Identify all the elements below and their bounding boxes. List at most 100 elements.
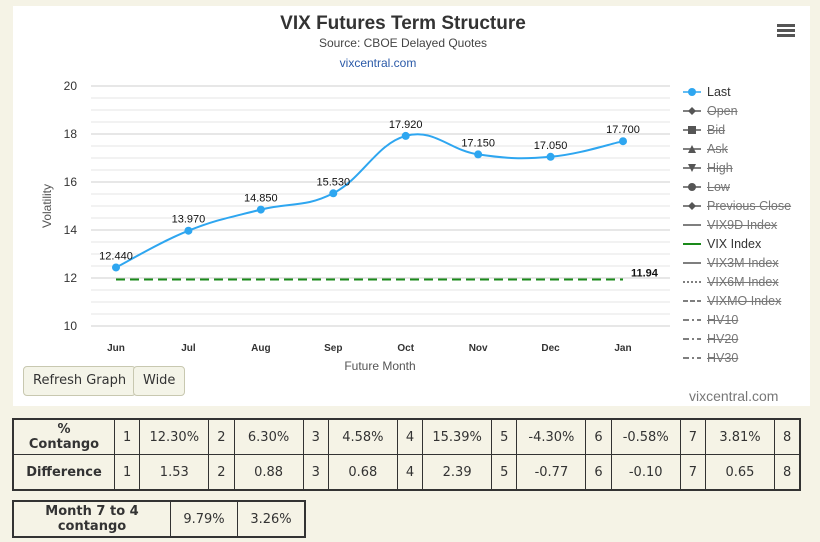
- y-tick-label: 16: [64, 175, 78, 189]
- legend-item-label: Bid: [707, 122, 726, 137]
- x-tick-label: Sep: [324, 343, 342, 354]
- last-series-data-label: 17.920: [389, 119, 423, 131]
- legend-item[interactable]: HV30: [683, 348, 808, 367]
- last-series-line: [115, 133, 624, 269]
- table-cell: 2: [208, 418, 235, 455]
- y-tick-label: 14: [64, 223, 78, 237]
- x-tick-label: Jun: [107, 343, 125, 354]
- last-series-data-label: 17.050: [534, 140, 568, 152]
- table-cell: 9.79%: [170, 500, 238, 538]
- legend-dashdot-icon: [683, 337, 701, 340]
- legend-item-label: VIXMO Index: [707, 293, 782, 308]
- legend-item-label: VIX Index: [707, 236, 762, 251]
- legend-item-label: Previous Close: [707, 198, 792, 213]
- legend-item[interactable]: Last: [683, 82, 808, 101]
- table-cell: 0.65: [704, 454, 775, 491]
- legend-item-label: VIX3M Index: [707, 255, 779, 270]
- legend-circle-icon: [683, 87, 701, 96]
- x-tick-label: Jan: [614, 343, 631, 354]
- hamburger-menu-icon[interactable]: [777, 24, 795, 38]
- table-cell: 4: [396, 418, 424, 455]
- x-axis-title: Future Month: [344, 359, 415, 373]
- table-cell: -4.30%: [516, 418, 587, 455]
- table-cell: 3: [302, 454, 329, 491]
- legend-line-icon: [683, 242, 701, 245]
- legend-item-label: HV20: [707, 331, 739, 346]
- legend-item-label: HV30: [707, 350, 739, 365]
- last-series-point: [619, 137, 627, 146]
- table-cell: 1.53: [139, 454, 210, 491]
- row-header: Month 7 to 4 contango: [12, 500, 171, 538]
- table-row: Difference 1 1.53 2 0.88 3 0.68 4 2.39 5 -0.77 6 -0.…: [12, 454, 801, 491]
- legend-item[interactable]: VIX3M Index: [683, 253, 808, 272]
- legend-item[interactable]: Previous Close: [683, 196, 808, 215]
- legend-circle-icon: [683, 182, 701, 191]
- legend-triangle-icon: [683, 144, 701, 153]
- table-cell: 5: [491, 418, 518, 455]
- last-series-data-label: 17.700: [606, 124, 640, 136]
- last-series-point: [546, 152, 555, 161]
- legend-square-icon: [683, 125, 701, 134]
- table-cell: 12.30%: [139, 418, 210, 455]
- chart-title: VIX Futures Term Structure: [280, 13, 526, 34]
- legend-item[interactable]: VIX Index: [683, 234, 808, 253]
- x-tick-label: Oct: [397, 343, 414, 354]
- table-cell: 7: [679, 454, 706, 491]
- table-cell: 4.58%: [327, 418, 398, 455]
- last-series-point: [184, 226, 193, 235]
- x-tick-label: Jul: [181, 343, 196, 354]
- table-cell: 15.39%: [422, 418, 493, 455]
- table-cell: -0.77: [516, 454, 587, 491]
- last-series-data-label: 14.850: [244, 193, 278, 205]
- table-cell: 6: [585, 418, 612, 455]
- table-cell: 2: [208, 454, 235, 491]
- table-cell: 8: [773, 418, 801, 455]
- chart-subtitle: Source: CBOE Delayed Quotes: [318, 36, 488, 50]
- legend-item[interactable]: Ask: [683, 139, 808, 158]
- legend-item-label: VIX6M Index: [707, 274, 779, 289]
- last-series-point: [474, 150, 483, 159]
- table-cell: -0.58%: [610, 418, 681, 455]
- legend-item-label: Open: [707, 103, 738, 118]
- last-series-point: [329, 189, 338, 198]
- x-tick-label: Aug: [251, 343, 270, 354]
- last-series-point: [256, 205, 265, 214]
- legend-item[interactable]: Open: [683, 101, 808, 120]
- legend-item[interactable]: HV10: [683, 310, 808, 329]
- legend-item-label: Last: [707, 84, 731, 99]
- row-header: % Contango: [12, 418, 115, 455]
- table-cell: 3.26%: [237, 500, 306, 538]
- table-cell: 4: [396, 454, 424, 491]
- legend-item[interactable]: Bid: [683, 120, 808, 139]
- legend-item[interactable]: High: [683, 158, 808, 177]
- legend-item[interactable]: VIX6M Index: [683, 272, 808, 291]
- chart-source-link[interactable]: vixcentral.com: [339, 56, 417, 70]
- legend-item[interactable]: VIXMO Index: [683, 291, 808, 310]
- table-cell: 7: [679, 418, 706, 455]
- table-cell: 1: [113, 454, 141, 491]
- legend-item[interactable]: HV20: [683, 329, 808, 348]
- table-cell: 5: [491, 454, 518, 491]
- chart-plot-area: 10 12 14 16 18 20 Jun Jul Aug Sep Oct Nov Dec Jan Futu…: [40, 79, 670, 373]
- legend-diamond-icon: [683, 106, 701, 115]
- legend-item[interactable]: Low: [683, 177, 808, 196]
- last-series-data-label: 17.150: [461, 137, 495, 149]
- table-cell: 3: [302, 418, 329, 455]
- y-axis-title: Volatility: [40, 184, 54, 228]
- table-cell: 8: [773, 454, 801, 491]
- last-series-point: [112, 263, 120, 272]
- row-header: Difference: [12, 454, 115, 491]
- month-contango-table: Month 7 to 4 contango 9.79% 3.26%: [12, 500, 306, 538]
- legend-triangle-down-icon: [683, 163, 701, 172]
- contango-table: % Contango 1 12.30% 2 6.30% 3 4.58% 4 15.39% 5 -4.…: [12, 418, 802, 491]
- y-tick-label: 10: [64, 319, 78, 333]
- chart-credit[interactable]: vixcentral.com: [689, 388, 779, 404]
- y-tick-label: 12: [64, 271, 78, 285]
- table-cell: 0.88: [233, 454, 304, 491]
- chart-legend: Last Open Bid Ask High Low Previous Close VIX9D…: [683, 82, 808, 367]
- y-tick-label: 20: [64, 79, 78, 93]
- legend-item[interactable]: VIX9D Index: [683, 215, 808, 234]
- wide-button[interactable]: Wide: [133, 366, 186, 396]
- table-cell: 6: [585, 454, 612, 491]
- refresh-graph-button[interactable]: Refresh Graph: [23, 366, 137, 396]
